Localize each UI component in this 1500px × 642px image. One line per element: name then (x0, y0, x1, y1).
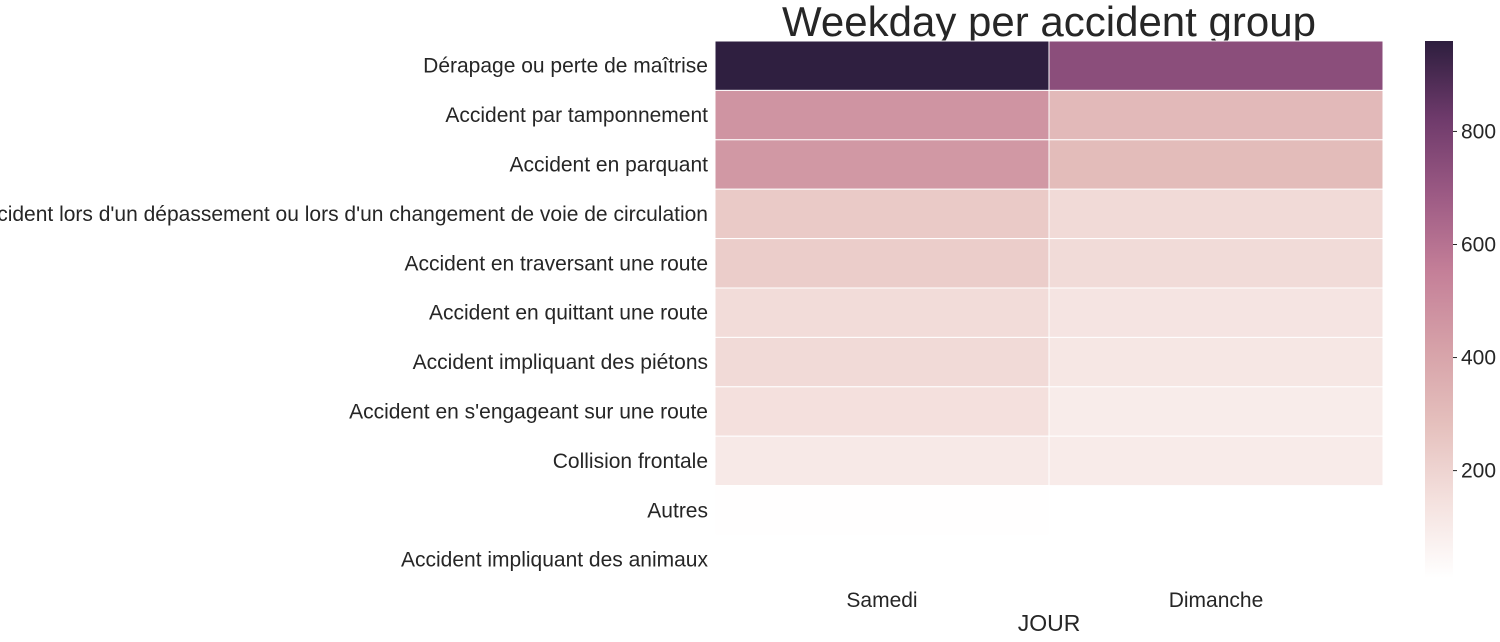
heatmap-cell (1048, 386, 1384, 437)
colorbar-tick-label: 200 (1461, 460, 1496, 483)
colorbar-tick-label: 800 (1461, 120, 1496, 143)
heatmap-cell (714, 139, 1050, 190)
row-label: Accident impliquant des piétons (413, 351, 708, 374)
heatmap-cell (1048, 188, 1384, 240)
heatmap-cell (714, 238, 1050, 289)
heatmap-cell (714, 40, 1050, 91)
heatmap-cell (1048, 435, 1384, 487)
heatmap-cell (1048, 139, 1384, 190)
row-label: Autres (647, 499, 708, 522)
row-label: Collision frontale (553, 450, 708, 473)
row-label: Accident en s'engageant sur une route (349, 401, 708, 424)
column-label: Dimanche (1169, 589, 1264, 612)
heatmap-cell (1048, 287, 1384, 338)
row-label: Accident en quittant une route (429, 302, 708, 325)
heatmap-cell (714, 485, 1050, 536)
heatmap-cell (714, 89, 1050, 141)
column-label: Samedi (846, 589, 917, 612)
row-label: Accident en parquant (510, 154, 709, 177)
row-label: Accident lors d'un dépassement ou lors d… (0, 203, 708, 226)
heatmap-cells (714, 40, 1384, 536)
row-labels: Dérapage ou perte de maîtrise Accident pa… (0, 55, 708, 572)
heatmap-cell (714, 287, 1050, 338)
heatmap-cell (1048, 238, 1384, 289)
row-label: Dérapage ou perte de maîtrise (423, 55, 708, 78)
row-label: Accident par tamponnement (445, 104, 708, 127)
row-label: Accident en traversant une route (404, 252, 708, 275)
heatmap-cell (1048, 40, 1384, 91)
row-label: Accident impliquant des animaux (401, 549, 709, 572)
heatmap-cell (714, 435, 1050, 487)
heatmap-cell (1048, 89, 1384, 141)
colorbar-ticks: 200 400 600 800 (1453, 120, 1496, 483)
colorbar (1425, 41, 1453, 578)
colorbar-tick-label: 400 (1461, 347, 1496, 370)
heatmap-cell (714, 336, 1050, 388)
heatmap-cell (714, 188, 1050, 240)
heatmap-cell (714, 386, 1050, 437)
colorbar-tick-label: 600 (1461, 233, 1496, 256)
chart-title: Weekday per accident group (782, 0, 1316, 45)
x-axis-title: JOUR (1018, 610, 1081, 636)
heatmap-cell (1048, 336, 1384, 388)
column-labels: Samedi Dimanche (846, 589, 1263, 612)
